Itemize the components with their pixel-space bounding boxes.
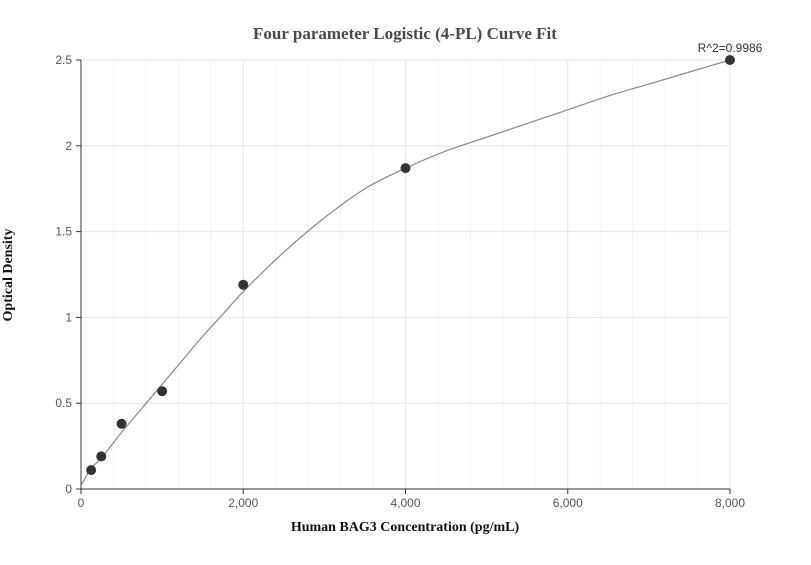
data-point xyxy=(157,386,168,397)
y-tick-label: 0 xyxy=(65,482,72,496)
data-point xyxy=(116,418,127,429)
x-tick-label: 2,000 xyxy=(228,496,258,510)
y-tick-label: 2.5 xyxy=(55,53,72,67)
data-point xyxy=(96,451,107,462)
data-point xyxy=(238,279,249,290)
data-point xyxy=(400,163,411,174)
x-axis-title: Human BAG3 Concentration (pg/mL) xyxy=(291,520,520,535)
y-axis-title: Optical Density xyxy=(1,229,16,322)
fit-curve xyxy=(80,59,731,486)
x-tick-label: 6,000 xyxy=(553,496,583,510)
axes xyxy=(76,59,731,494)
y-tick-label: 1 xyxy=(65,310,72,324)
data-point xyxy=(725,55,735,65)
y-tick-label: 2 xyxy=(65,139,72,153)
chart-title: Four parameter Logistic (4-PL) Curve Fit xyxy=(253,24,557,43)
y-tick-label: 0.5 xyxy=(55,396,72,410)
x-tick-label: 8,000 xyxy=(715,496,745,510)
x-tick-label: 4,000 xyxy=(390,496,420,510)
y-tick-label: 1.5 xyxy=(55,225,72,239)
fit-curve-layer xyxy=(80,59,731,486)
tick-labels: 0 2,000 4,000 6,000 8,000 0 0.5 1 1.5 2 2.5 xyxy=(55,53,745,510)
data-point xyxy=(86,465,97,476)
x-tick-label: 0 xyxy=(78,496,85,510)
grid xyxy=(81,59,731,489)
data-points xyxy=(86,55,735,476)
r-squared-annotation: R^2=0.9986 xyxy=(698,41,763,55)
